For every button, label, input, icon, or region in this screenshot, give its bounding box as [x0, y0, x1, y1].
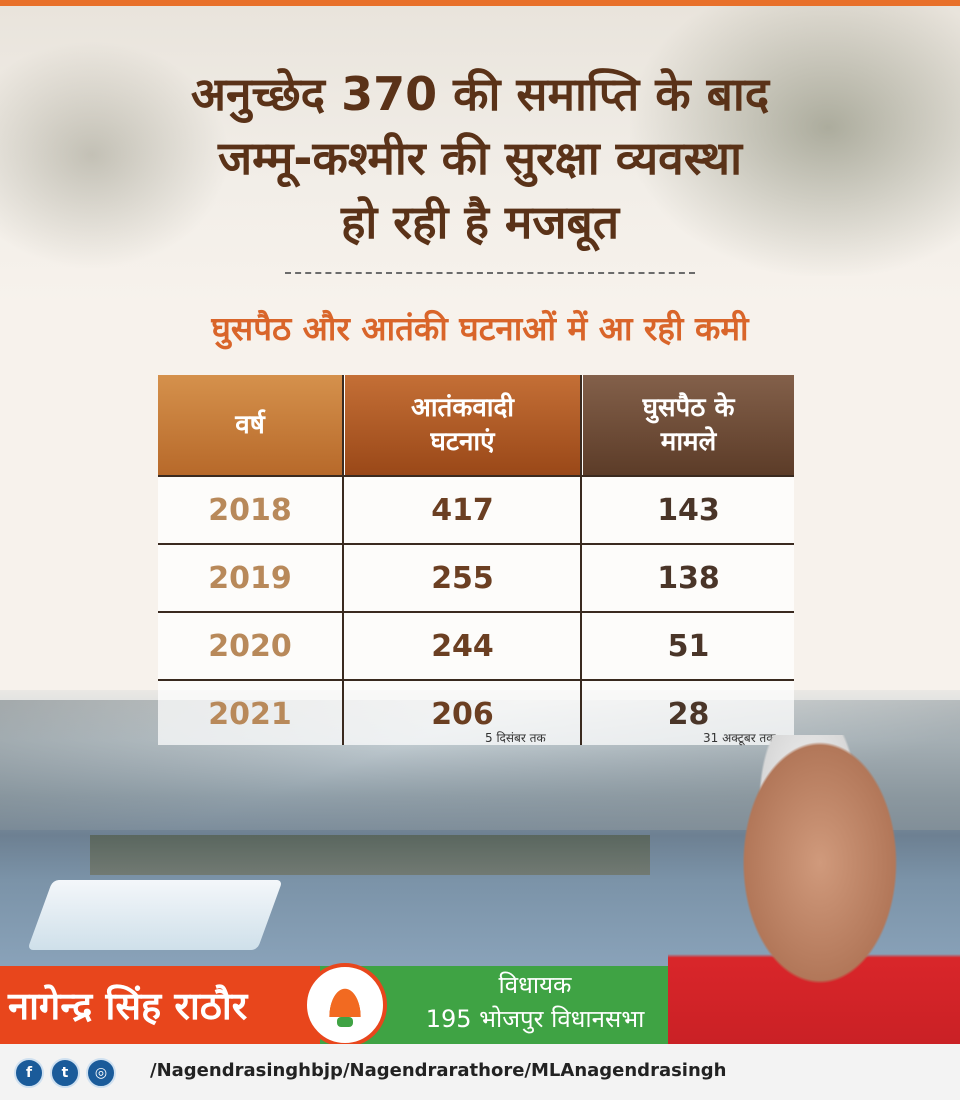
column-divider — [580, 375, 582, 745]
houseboats-shore — [90, 835, 650, 875]
terror-cell: 244 — [431, 628, 494, 664]
background-soldiers — [0, 6, 960, 306]
infiltration-cell: 138 — [657, 560, 720, 596]
twitter-icon[interactable]: t — [50, 1058, 80, 1088]
bjp-lotus-logo — [303, 963, 387, 1047]
social-handles: /Nagendrasinghbjp/Nagendrarathore/MLAnag… — [150, 1060, 727, 1081]
top-accent-line — [0, 0, 960, 6]
header-year: वर्ष — [158, 375, 342, 475]
infiltration-cell: 28 — [667, 696, 710, 732]
footer — [0, 1044, 960, 1100]
terror-cell: 206 — [431, 696, 494, 732]
terror-cell: 255 — [431, 560, 494, 596]
headline-line-2: जम्मू-कश्मीर की सुरक्षा व्यवस्था — [218, 131, 742, 185]
name-banner — [0, 966, 320, 1044]
stats-table: वर्ष आतंकवादी घटनाएं घुसपैठ के मामले 201… — [158, 375, 794, 745]
facebook-icon[interactable]: f — [14, 1058, 44, 1088]
shikara-boat — [27, 880, 283, 950]
terror-cell: 417 — [431, 492, 494, 528]
year-cell: 2019 — [208, 560, 292, 596]
year-cell: 2020 — [208, 628, 292, 664]
table-row: 2018 417 143 — [158, 475, 794, 543]
header-infiltration-cases: घुसपैठ के मामले — [583, 375, 794, 475]
soldiers-image-left — [0, 40, 230, 270]
constituency: 195 भोजपुर विधानसभा — [425, 1005, 645, 1033]
year-cell: 2021 — [208, 696, 292, 732]
dashed-divider — [285, 272, 695, 274]
politician-name: नागेन्द्र सिंह राठौर — [8, 984, 248, 1028]
table-row: 2021 206 28 5 दिसंबर तक 31 अक्टूबर तक — [158, 679, 794, 747]
infiltration-cell: 51 — [667, 628, 710, 664]
instagram-icon[interactable]: ◎ — [86, 1058, 116, 1088]
soldiers-image-right — [630, 6, 960, 276]
table-row: 2020 244 51 — [158, 611, 794, 679]
headline-line-3: हो रही है मजबूत — [340, 195, 620, 249]
year-cell: 2018 — [208, 492, 292, 528]
headline-line-1: अनुच्छेद 370 की समाप्ति के बाद — [190, 67, 770, 121]
terror-note: 5 दिसंबर तक — [485, 731, 546, 745]
subtitle: घुसपैठ और आतंकी घटनाओं में आ रही कमी — [211, 309, 749, 348]
politician-photo — [668, 735, 960, 1100]
role-block: विधायक 195 भोजपुर विधानसभा — [395, 968, 675, 1036]
lotus-base — [337, 1017, 353, 1027]
table-row: 2019 255 138 — [158, 543, 794, 611]
header-terror-incidents: आतंकवादी घटनाएं — [345, 375, 580, 475]
headline: अनुच्छेद 370 की समाप्ति के बाद जम्मू-कश्… — [130, 62, 830, 254]
infiltration-cell: 143 — [657, 492, 720, 528]
column-divider — [342, 375, 344, 745]
lotus-icon — [325, 981, 365, 1017]
role-title: विधायक — [498, 971, 572, 999]
